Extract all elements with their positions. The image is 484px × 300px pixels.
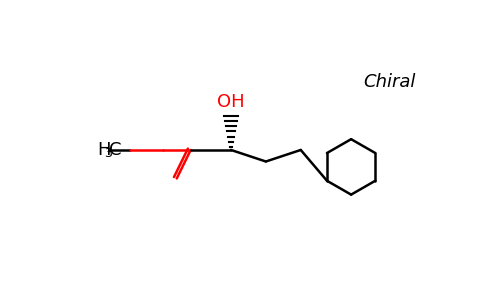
Text: OH: OH bbox=[217, 93, 245, 111]
Text: C: C bbox=[108, 141, 121, 159]
Text: H: H bbox=[97, 141, 110, 159]
Text: Chiral: Chiral bbox=[363, 73, 415, 91]
Text: 3: 3 bbox=[104, 146, 112, 160]
